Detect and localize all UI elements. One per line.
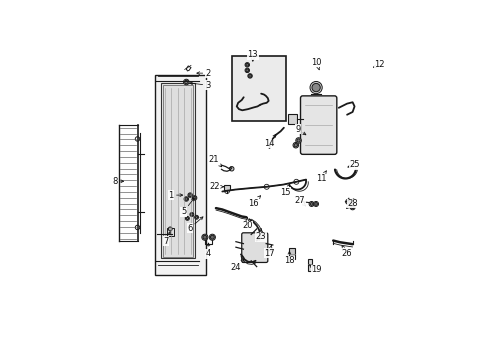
FancyBboxPatch shape: [300, 96, 336, 154]
Text: 11: 11: [315, 171, 326, 183]
Circle shape: [245, 63, 248, 66]
Circle shape: [311, 84, 320, 92]
Circle shape: [183, 79, 189, 85]
Circle shape: [184, 80, 187, 84]
Circle shape: [203, 235, 206, 239]
Text: 5: 5: [181, 198, 194, 216]
Circle shape: [135, 225, 140, 230]
Text: 18: 18: [284, 251, 294, 265]
Circle shape: [314, 203, 317, 205]
Text: 27: 27: [294, 196, 305, 206]
Text: 13: 13: [247, 50, 258, 61]
Circle shape: [188, 194, 191, 197]
Circle shape: [309, 81, 322, 94]
Text: 3: 3: [189, 81, 211, 90]
Circle shape: [184, 198, 187, 201]
Text: 23: 23: [255, 229, 266, 241]
Text: 24: 24: [230, 260, 244, 272]
Circle shape: [183, 197, 188, 201]
Text: 15: 15: [280, 184, 290, 197]
Circle shape: [194, 215, 198, 219]
Text: 1: 1: [168, 190, 183, 199]
Circle shape: [192, 195, 197, 200]
Text: 21: 21: [208, 154, 221, 167]
Circle shape: [185, 216, 189, 220]
Circle shape: [247, 74, 252, 78]
Circle shape: [292, 143, 298, 148]
FancyBboxPatch shape: [241, 233, 267, 262]
Circle shape: [313, 202, 318, 207]
Text: 17: 17: [264, 246, 274, 258]
Circle shape: [349, 205, 354, 210]
Text: 9: 9: [295, 125, 305, 135]
Text: 28: 28: [346, 199, 357, 208]
Text: 10: 10: [311, 58, 321, 70]
Circle shape: [229, 167, 233, 171]
Circle shape: [193, 197, 196, 199]
Text: 8: 8: [112, 177, 123, 186]
Text: 6: 6: [186, 217, 203, 233]
Circle shape: [168, 227, 172, 231]
Circle shape: [202, 234, 207, 240]
Bar: [288, 114, 296, 123]
Text: 25: 25: [347, 160, 359, 169]
Text: 14: 14: [264, 134, 275, 148]
Circle shape: [248, 75, 251, 77]
Circle shape: [209, 234, 215, 240]
Text: 4: 4: [205, 243, 211, 258]
Text: 16: 16: [247, 196, 260, 208]
Bar: [167, 228, 173, 236]
Circle shape: [135, 137, 140, 141]
Circle shape: [244, 63, 249, 67]
Circle shape: [345, 199, 350, 204]
Bar: [224, 185, 229, 190]
Circle shape: [296, 139, 300, 142]
Bar: [160, 84, 195, 258]
Bar: [163, 85, 193, 257]
Circle shape: [350, 206, 353, 209]
Circle shape: [293, 144, 297, 147]
Circle shape: [210, 235, 214, 239]
Circle shape: [346, 201, 349, 203]
Circle shape: [295, 138, 301, 143]
Circle shape: [195, 216, 197, 219]
Bar: [155, 75, 206, 275]
Text: 12: 12: [372, 60, 384, 69]
Circle shape: [186, 217, 188, 220]
Bar: [288, 248, 294, 259]
Text: 22: 22: [209, 182, 223, 191]
Circle shape: [309, 203, 312, 205]
Circle shape: [190, 213, 193, 216]
Circle shape: [244, 68, 249, 73]
Text: 19: 19: [309, 265, 321, 274]
Circle shape: [189, 212, 193, 216]
Text: 20: 20: [242, 218, 252, 230]
Circle shape: [308, 202, 313, 207]
Bar: [307, 259, 311, 270]
Circle shape: [245, 69, 248, 72]
Circle shape: [187, 193, 192, 197]
Text: 7: 7: [163, 232, 170, 246]
Bar: [231, 56, 285, 121]
Text: 26: 26: [341, 246, 352, 258]
Text: 2: 2: [197, 69, 211, 78]
